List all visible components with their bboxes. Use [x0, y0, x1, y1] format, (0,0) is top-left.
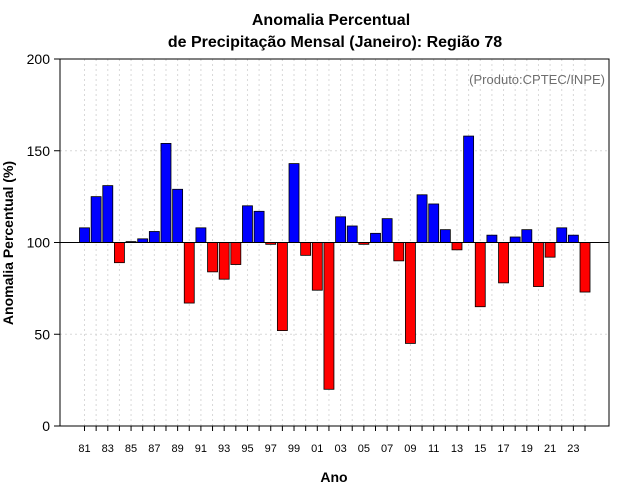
bar-20 — [533, 242, 544, 287]
bar-98 — [276, 242, 288, 331]
grid-layer — [60, 59, 609, 426]
y-tick-label: 50 — [34, 326, 50, 342]
x-tick-label: 19 — [521, 443, 533, 455]
x-tick-label: 01 — [311, 443, 323, 455]
bar-94 — [230, 242, 242, 265]
bar-09 — [405, 242, 416, 344]
bar-02 — [323, 242, 335, 390]
x-axis-label: Ano — [320, 469, 347, 485]
y-tick-label: 0 — [42, 418, 50, 434]
x-tick-label: 11 — [428, 443, 439, 455]
bar-82 — [90, 196, 102, 243]
bar-04 — [346, 225, 358, 243]
bar-00 — [300, 242, 312, 256]
bar-10 — [416, 194, 428, 243]
bar-14 — [463, 135, 475, 243]
bar-13 — [451, 242, 463, 251]
y-tick-label: 200 — [27, 51, 51, 67]
bar-96 — [253, 210, 265, 243]
y-tick-label: 150 — [27, 143, 51, 159]
x-tick-label: 81 — [78, 443, 90, 455]
x-tick-label: 13 — [451, 443, 463, 455]
y-axis: 0 50 100 150 200 — [27, 51, 60, 434]
x-tick-label: 07 — [381, 443, 393, 455]
bar-84 — [114, 242, 125, 264]
bar-83 — [102, 185, 114, 243]
bar-93 — [218, 242, 230, 280]
chart-title-line2: de Precipitação Mensal (Janeiro): Região… — [168, 34, 502, 51]
bar-88 — [160, 143, 172, 243]
x-tick-label: 21 — [544, 443, 556, 455]
bar-90 — [183, 242, 195, 304]
bar-03 — [335, 216, 346, 243]
x-tick-label: 89 — [171, 443, 183, 455]
x-tick-label: 95 — [241, 443, 253, 455]
y-axis-label: Anomalia Percentual (%) — [0, 161, 16, 325]
x-tick-label: 83 — [102, 443, 114, 455]
bar-86 — [137, 238, 149, 243]
bar-01 — [311, 242, 323, 291]
bar-23 — [567, 234, 579, 243]
y-tick-label: 100 — [27, 235, 51, 251]
bar-95 — [242, 205, 253, 243]
x-tick-label: 17 — [497, 443, 509, 455]
x-tick-label: 85 — [125, 443, 137, 455]
bar-12 — [439, 229, 451, 243]
bar-92 — [207, 242, 218, 273]
x-tick-label: 99 — [288, 443, 300, 455]
credit-text: (Produto:CPTEC/INPE) — [469, 72, 605, 87]
bar-17 — [498, 242, 509, 284]
bars-layer — [79, 135, 591, 390]
x-tick-label: 05 — [358, 443, 370, 455]
bar-89 — [172, 188, 184, 243]
bar-08 — [393, 242, 405, 262]
x-tick-label: 15 — [474, 443, 486, 455]
bar-24 — [579, 242, 591, 293]
bar-22 — [556, 227, 568, 243]
bar-91 — [195, 227, 207, 243]
chart-title-line1: Anomalia Percentual — [252, 12, 410, 29]
x-tick-label: 97 — [265, 443, 277, 455]
bar-99 — [288, 163, 300, 243]
x-tick-label: 87 — [148, 443, 160, 455]
bar-15 — [474, 242, 486, 308]
x-axis: 81 83 85 87 89 91 93 95 97 99 01 03 05 07 09 11 13 15 17 19… — [78, 426, 586, 455]
bar-11 — [428, 203, 440, 243]
bar-87 — [148, 231, 160, 243]
x-tick-label: 09 — [404, 443, 416, 455]
bar-21 — [544, 242, 556, 258]
bar-16 — [486, 234, 498, 243]
bar-19 — [521, 229, 533, 243]
bar-18 — [509, 236, 521, 243]
x-tick-label: 93 — [218, 443, 230, 455]
x-tick-label: 23 — [567, 443, 579, 455]
bar-07 — [381, 218, 393, 243]
x-tick-label: 91 — [195, 443, 207, 455]
bar-81 — [79, 227, 90, 243]
bar-06 — [370, 232, 381, 243]
x-tick-label: 03 — [334, 443, 346, 455]
